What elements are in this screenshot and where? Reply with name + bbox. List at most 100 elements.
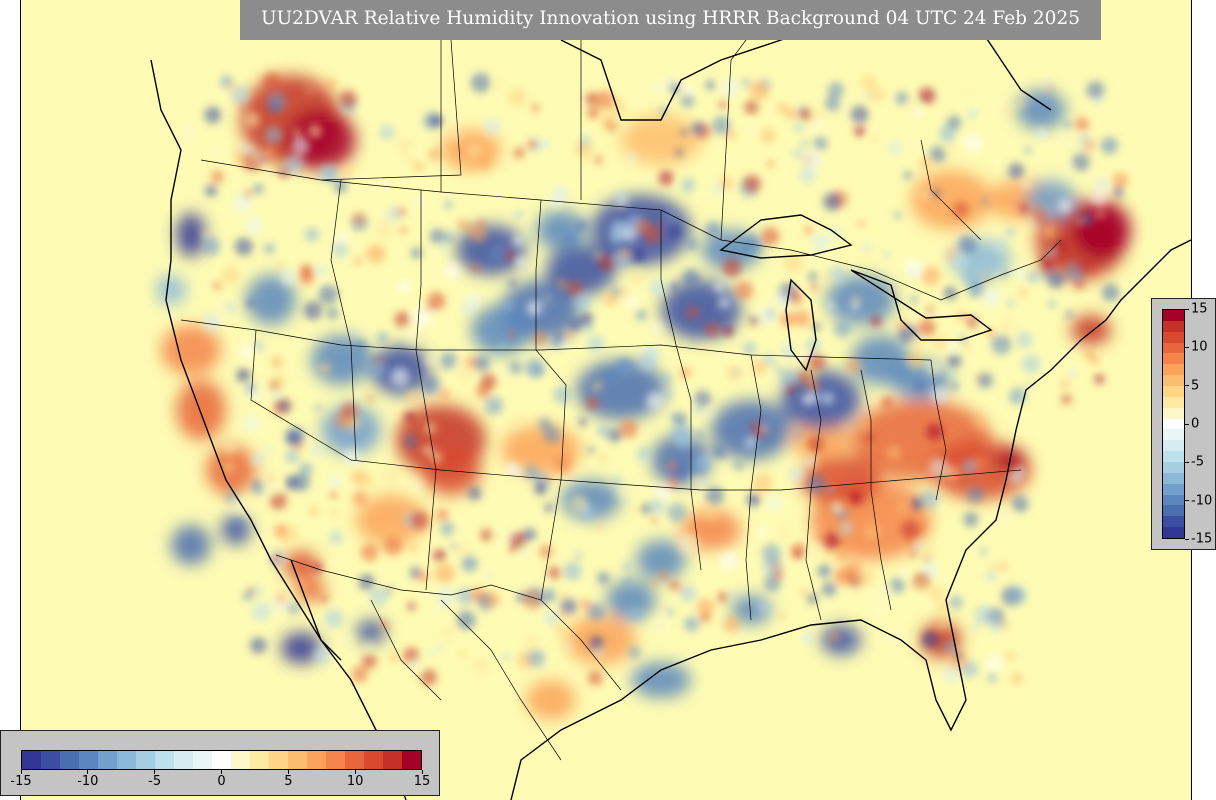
innovation-speckle [472, 656, 491, 676]
innovation-speckle [859, 421, 869, 431]
innovation-speckle [705, 79, 716, 91]
innovation-speckle [761, 543, 782, 563]
innovation-speckle [817, 533, 824, 540]
innovation-speckle [597, 253, 615, 271]
innovation-speckle [1089, 188, 1109, 207]
innovation-speckle [568, 317, 583, 332]
colorbar-tick-mark [1185, 346, 1189, 348]
innovation-speckle [1112, 172, 1129, 189]
colorbar-tick-label: -10 [1191, 493, 1213, 509]
coastlines [150, 9, 1191, 800]
innovation-speckle [563, 562, 582, 581]
innovation-speckle [907, 355, 915, 362]
innovation-speckle [221, 266, 240, 285]
innovation-speckle [760, 424, 768, 433]
colorbar-tick-label: 0 [1191, 416, 1200, 432]
innovation-speckle [531, 104, 539, 112]
innovation-speckle [657, 220, 664, 227]
moist-innovation-blob [1071, 315, 1111, 345]
innovation-speckle [669, 412, 680, 422]
innovation-speckle [723, 615, 741, 633]
state-line [860, 369, 892, 611]
map-area[interactable] [20, 0, 1192, 800]
innovation-speckle [921, 266, 941, 286]
innovation-speckle [675, 149, 683, 157]
innovation-speckle [597, 453, 607, 463]
innovation-speckle [422, 445, 434, 456]
innovation-speckle [507, 330, 515, 339]
innovation-speckle [470, 72, 491, 93]
innovation-blobs [156, 75, 1131, 720]
innovation-speckle [666, 460, 677, 471]
innovation-speckle [484, 573, 492, 580]
innovation-speckle [585, 396, 600, 410]
innovation-speckle [308, 124, 322, 138]
innovation-speckle [502, 368, 510, 375]
innovation-speckle [917, 581, 928, 591]
state-line [415, 190, 437, 591]
innovation-speckle [306, 86, 313, 93]
innovation-speckle [692, 457, 708, 472]
innovation-speckle [420, 669, 437, 686]
innovation-speckle [412, 308, 433, 329]
innovation-speckle [742, 78, 751, 88]
innovation-speckle [280, 270, 296, 286]
innovation-speckle [213, 281, 222, 291]
innovation-speckle [523, 464, 539, 480]
innovation-speckle [683, 616, 700, 632]
innovation-speckle [430, 451, 443, 464]
innovation-speckle [405, 504, 416, 514]
colorbar-tick-label: 10 [1191, 339, 1208, 355]
innovation-speckle [332, 241, 349, 258]
innovation-speckle [1085, 351, 1093, 359]
political-boundaries [180, 0, 1062, 761]
colorbar-tick-mark [421, 770, 423, 774]
innovation-speckle [963, 512, 979, 527]
innovation-speckle [411, 659, 420, 668]
state-line [370, 599, 442, 701]
innovation-speckle [579, 312, 594, 326]
innovation-speckle [262, 146, 275, 160]
dry-innovation-blob [281, 632, 321, 664]
innovation-speckle [680, 128, 688, 136]
innovation-speckle [679, 367, 691, 379]
innovation-speckle [947, 353, 962, 369]
innovation-speckle [274, 524, 288, 538]
innovation-speckle [575, 220, 587, 232]
innovation-speckle [789, 291, 803, 305]
state-line [920, 139, 982, 241]
innovation-speckle [668, 225, 681, 238]
innovation-speckle [833, 319, 852, 338]
innovation-speckle [232, 193, 252, 213]
innovation-speckle [593, 251, 601, 259]
innovation-speckle [696, 598, 715, 617]
innovation-speckle [808, 353, 826, 372]
innovation-speckle [619, 419, 638, 439]
innovation-speckle [721, 78, 740, 97]
colorbar-vertical: -15 -10 -5 0 5 10 15 [1151, 298, 1216, 550]
innovation-speckle [1072, 134, 1091, 154]
state-line [320, 39, 462, 181]
innovation-speckle [553, 454, 573, 474]
state-line [745, 354, 762, 621]
innovation-speckle [1067, 369, 1076, 378]
innovation-speckle [1018, 202, 1030, 215]
innovation-speckle [628, 606, 644, 622]
innovation-speckle [713, 347, 724, 357]
innovation-speckle [421, 326, 428, 333]
innovation-speckle [966, 316, 979, 329]
innovation-speckle [556, 279, 567, 289]
innovation-speckle [340, 164, 354, 178]
innovation-speckle [1016, 331, 1033, 348]
innovation-speckle [920, 190, 930, 200]
innovation-speckle [931, 386, 948, 403]
innovation-speckle [429, 149, 440, 160]
innovation-speckle [433, 549, 446, 562]
innovation-speckle [409, 545, 417, 552]
innovation-speckle [734, 281, 754, 300]
innovation-speckle [399, 226, 407, 234]
innovation-speckle [437, 387, 451, 402]
innovation-speckle [417, 571, 429, 583]
innovation-speckle [559, 611, 567, 618]
moist-innovation-blob [1071, 200, 1131, 260]
